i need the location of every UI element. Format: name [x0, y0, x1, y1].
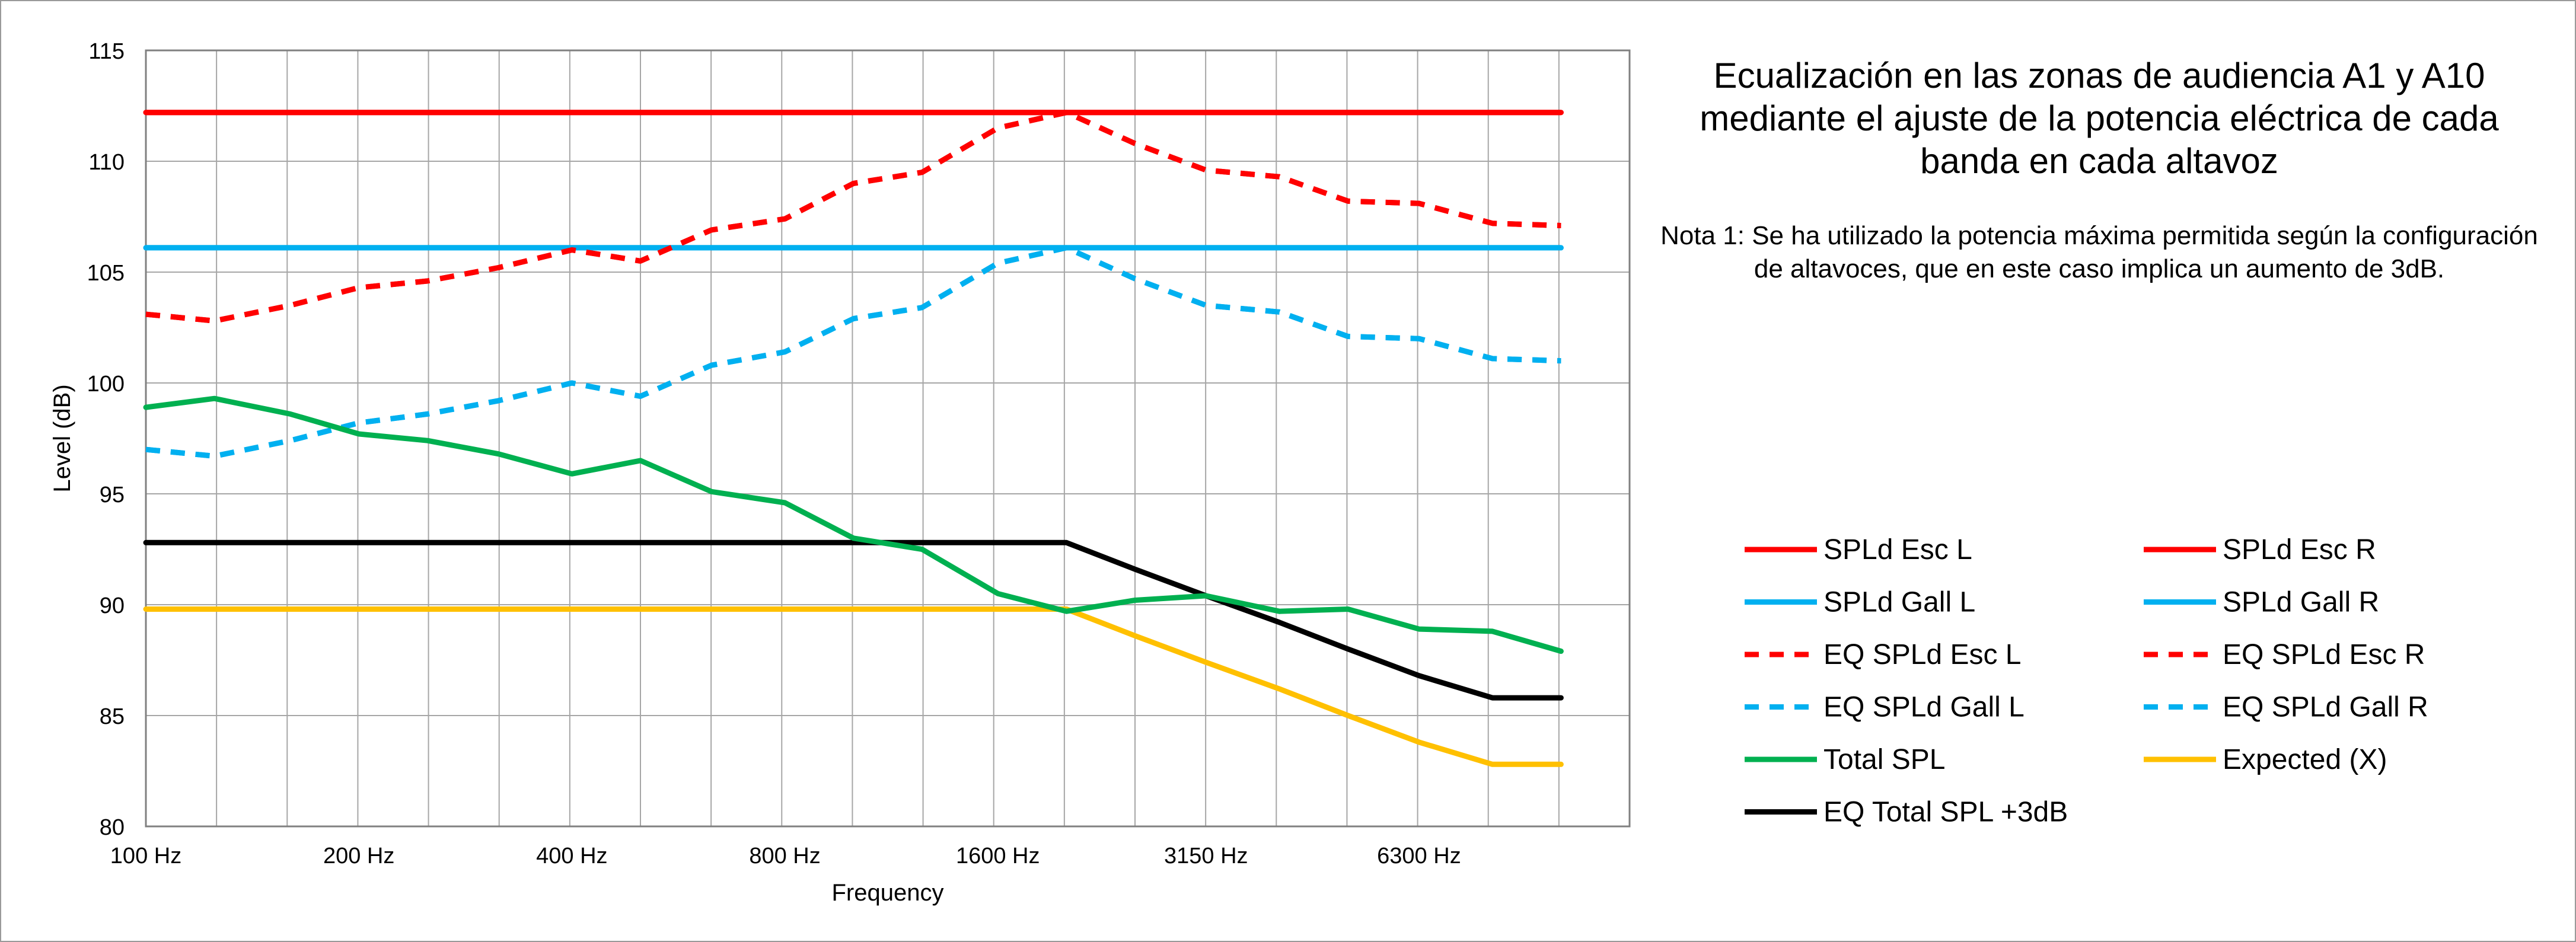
legend-item: Total SPL	[1745, 744, 1945, 775]
x-tick-label: 400 Hz	[536, 844, 607, 868]
y-tick-label: 100	[87, 372, 125, 397]
series-line	[145, 110, 1561, 324]
y-axis-label: Level (dB)	[49, 384, 75, 492]
legend-item: EQ SPLd Gall L	[1745, 692, 2025, 723]
legend-label: EQ SPLd Gall R	[2223, 692, 2428, 723]
plot-area	[146, 50, 1630, 826]
x-tick-label: 200 Hz	[323, 844, 394, 868]
series-line	[143, 395, 1564, 654]
legend-item: EQ SPLd Gall R	[2144, 692, 2428, 723]
x-tick-label: 100 Hz	[110, 844, 181, 868]
legend-label: SPLd Gall L	[1823, 587, 1975, 618]
y-tick-label: 85	[100, 704, 125, 729]
legend-label: SPLd Esc L	[1823, 534, 1972, 566]
series-line	[145, 245, 1561, 459]
plot-border	[145, 49, 1631, 828]
x-tick-label: 6300 Hz	[1377, 844, 1461, 868]
x-axis-label: Frequency	[832, 880, 944, 906]
legend-label: Total SPL	[1823, 744, 1945, 775]
legend-item: SPLd Gall R	[2144, 587, 2379, 618]
y-tick-label: 105	[87, 261, 125, 286]
legend-label: EQ SPLd Esc R	[2223, 639, 2425, 670]
series-line	[143, 606, 1564, 767]
legend-label: SPLd Gall R	[2223, 587, 2379, 618]
x-tick-label: 800 Hz	[749, 844, 820, 868]
y-tick-label: 90	[100, 593, 125, 618]
y-tick-label: 80	[100, 815, 125, 840]
legend-label: Expected (X)	[2223, 744, 2387, 775]
y-tick-label: 110	[88, 150, 125, 175]
legend-label: EQ SPLd Esc L	[1823, 639, 2022, 670]
y-tick-label: 95	[100, 483, 125, 507]
legend-label: SPLd Esc R	[2223, 534, 2376, 566]
chart-note: Nota 1: Se ha utilizado la potencia máxi…	[1660, 221, 2538, 283]
legend-label: EQ SPLd Gall L	[1823, 692, 2025, 723]
legend-item: EQ Total SPL +3dB	[1745, 797, 2068, 828]
legend-label: EQ Total SPL +3dB	[1823, 797, 2068, 828]
x-tick-label: 1600 Hz	[956, 844, 1040, 868]
legend-item: SPLd Esc L	[1745, 534, 1972, 566]
legend-item: EQ SPLd Esc L	[1745, 639, 2022, 670]
legend-item: SPLd Gall L	[1745, 587, 1975, 618]
series-line	[143, 539, 1564, 701]
chart-title: Ecualización en las zonas de audiencia A…	[1700, 56, 2499, 181]
x-tick-label: 3150 Hz	[1164, 844, 1248, 868]
y-tick-label: 115	[88, 39, 125, 64]
legend-item: Expected (X)	[2144, 744, 2387, 775]
legend-item: EQ SPLd Esc R	[2144, 639, 2425, 670]
legend-item: SPLd Esc R	[2144, 534, 2376, 566]
